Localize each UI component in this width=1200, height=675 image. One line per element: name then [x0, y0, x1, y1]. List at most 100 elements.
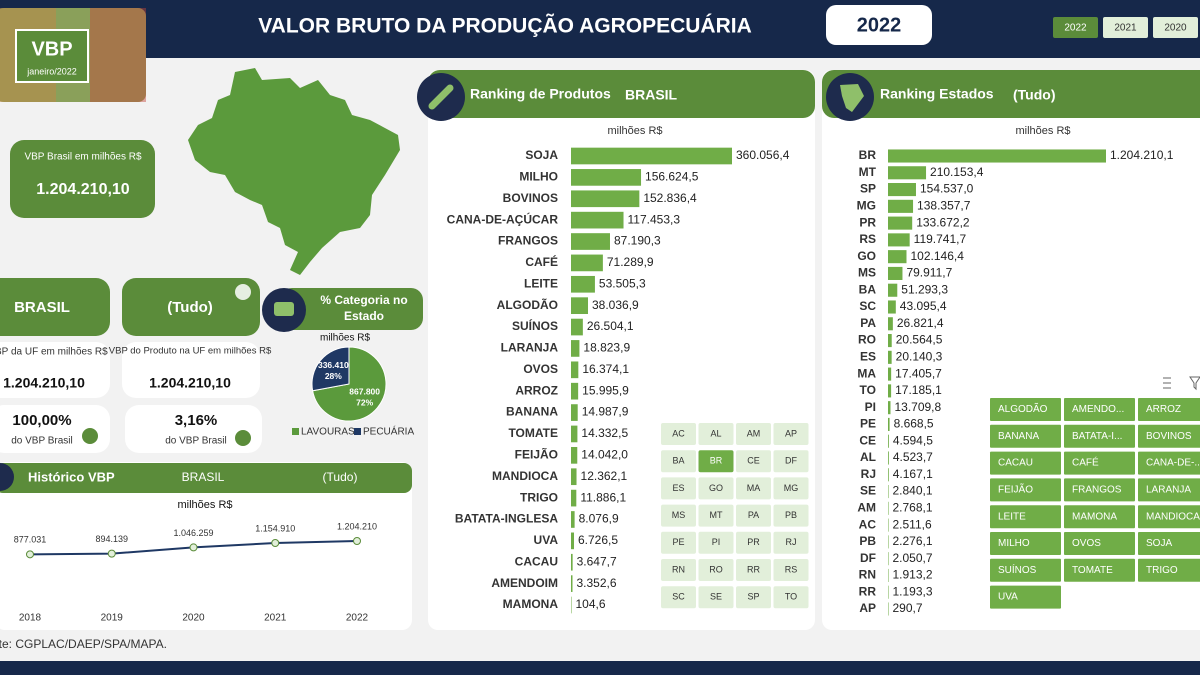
state-button[interactable] — [773, 423, 809, 445]
product-button-label[interactable]: FEIJÃO — [998, 483, 1033, 496]
state-button[interactable] — [698, 559, 734, 581]
product-button[interactable] — [1138, 451, 1200, 475]
product-button-label[interactable]: SUÍNOS — [998, 563, 1037, 576]
product-button[interactable] — [1064, 398, 1135, 421]
state-button[interactable] — [698, 450, 734, 473]
product-button-label[interactable]: MILHO — [998, 538, 1030, 549]
product-button-label[interactable]: ARROZ — [1146, 404, 1181, 415]
state-button-label[interactable]: AC — [672, 428, 685, 438]
product-button[interactable] — [1138, 478, 1200, 502]
state-button[interactable] — [698, 531, 734, 554]
year-button[interactable] — [1153, 17, 1198, 38]
product-button[interactable] — [990, 505, 1061, 529]
state-button[interactable] — [661, 477, 696, 500]
product-button[interactable] — [990, 398, 1061, 421]
product-button[interactable] — [1138, 558, 1200, 582]
product-button[interactable] — [1064, 505, 1135, 529]
state-button[interactable] — [736, 586, 771, 609]
product-button-label[interactable]: SOJA — [1146, 538, 1172, 549]
year-button-label[interactable]: 2022 — [1064, 23, 1087, 34]
state-button[interactable] — [661, 450, 696, 473]
state-button-label[interactable]: RN — [672, 564, 685, 574]
state-button[interactable] — [661, 504, 696, 527]
state-button-label[interactable]: RJ — [786, 537, 797, 547]
state-button-label[interactable]: SP — [747, 592, 759, 602]
state-button[interactable] — [736, 450, 771, 473]
state-button-label[interactable]: PE — [672, 537, 684, 547]
product-button-label[interactable]: BANANA — [998, 431, 1039, 442]
product-button-label[interactable]: OVOS — [1072, 538, 1101, 549]
state-button-label[interactable]: BR — [710, 456, 723, 466]
product-button-label[interactable]: TOMATE — [1072, 565, 1113, 576]
state-button-label[interactable]: AP — [785, 428, 797, 438]
product-button[interactable] — [1064, 451, 1135, 475]
product-button[interactable] — [1138, 424, 1200, 448]
product-button[interactable] — [990, 424, 1061, 448]
product-button-label[interactable]: TRIGO — [1146, 565, 1178, 576]
product-button-label[interactable]: LEITE — [998, 511, 1026, 522]
state-button[interactable] — [661, 531, 696, 554]
product-button-label[interactable]: BATATA-I... — [1072, 431, 1122, 442]
state-button[interactable] — [661, 586, 696, 609]
product-button[interactable] — [1064, 532, 1135, 555]
state-button[interactable] — [773, 531, 809, 554]
state-button[interactable] — [736, 423, 771, 445]
product-button-label[interactable]: AMENDO... — [1072, 404, 1124, 415]
state-button[interactable] — [736, 559, 771, 581]
state-button[interactable] — [661, 423, 696, 445]
product-button[interactable] — [1138, 505, 1200, 529]
year-button[interactable] — [1103, 17, 1148, 38]
state-button-label[interactable]: MS — [672, 510, 686, 520]
product-button-label[interactable]: MANDIOCA — [1146, 511, 1200, 522]
product-button-label[interactable]: CACAU — [998, 458, 1033, 469]
product-button[interactable] — [1064, 558, 1135, 582]
state-button-label[interactable]: BA — [672, 456, 684, 466]
state-button-label[interactable]: SE — [710, 592, 722, 602]
state-button-label[interactable]: CE — [747, 456, 760, 466]
state-button[interactable] — [773, 559, 809, 581]
product-button[interactable] — [990, 558, 1061, 582]
state-button-label[interactable]: GO — [709, 483, 723, 493]
product-button[interactable] — [1064, 478, 1135, 502]
state-button-label[interactable]: RR — [747, 564, 760, 574]
state-button[interactable] — [773, 477, 809, 500]
state-button[interactable] — [698, 477, 734, 500]
year-button-label[interactable]: 2021 — [1114, 23, 1137, 34]
state-button-label[interactable]: TO — [785, 592, 797, 602]
state-button-label[interactable]: RS — [785, 564, 798, 574]
state-button-label[interactable]: MG — [784, 483, 799, 493]
state-button-label[interactable]: MT — [710, 510, 723, 520]
state-button[interactable] — [698, 586, 734, 609]
state-button[interactable] — [736, 477, 771, 500]
product-button-label[interactable]: CANA-DE-... — [1146, 458, 1200, 469]
state-button-label[interactable]: MA — [747, 483, 761, 493]
state-button[interactable] — [773, 450, 809, 473]
state-button-label[interactable]: RO — [709, 564, 723, 574]
product-button-label[interactable]: FRANGOS — [1072, 485, 1122, 496]
state-button-label[interactable]: PA — [748, 510, 759, 520]
state-button[interactable] — [661, 559, 696, 581]
state-button-label[interactable]: PR — [747, 537, 760, 547]
product-button-label[interactable]: MAMONA — [1072, 511, 1117, 522]
state-button[interactable] — [698, 504, 734, 527]
state-button[interactable] — [736, 504, 771, 527]
state-button-label[interactable]: DF — [785, 456, 797, 466]
state-button-label[interactable]: PB — [785, 510, 797, 520]
state-button[interactable] — [736, 531, 771, 554]
product-button-label[interactable]: LARANJA — [1146, 485, 1191, 496]
state-button[interactable] — [773, 586, 809, 609]
product-button[interactable] — [990, 451, 1061, 475]
state-button-label[interactable]: PI — [712, 537, 721, 547]
product-button[interactable] — [1138, 532, 1200, 555]
state-button[interactable] — [698, 423, 734, 445]
year-button-label[interactable]: 2020 — [1164, 23, 1187, 34]
product-button[interactable] — [1064, 424, 1135, 448]
product-button-label[interactable]: CAFÉ — [1072, 456, 1099, 469]
product-button[interactable] — [990, 478, 1061, 502]
product-button[interactable] — [990, 532, 1061, 555]
product-button[interactable] — [1138, 398, 1200, 421]
product-button-label[interactable]: BOVINOS — [1146, 431, 1192, 442]
product-button[interactable] — [990, 585, 1061, 609]
state-button-label[interactable]: ES — [672, 483, 684, 493]
state-button-label[interactable]: AM — [747, 428, 761, 438]
